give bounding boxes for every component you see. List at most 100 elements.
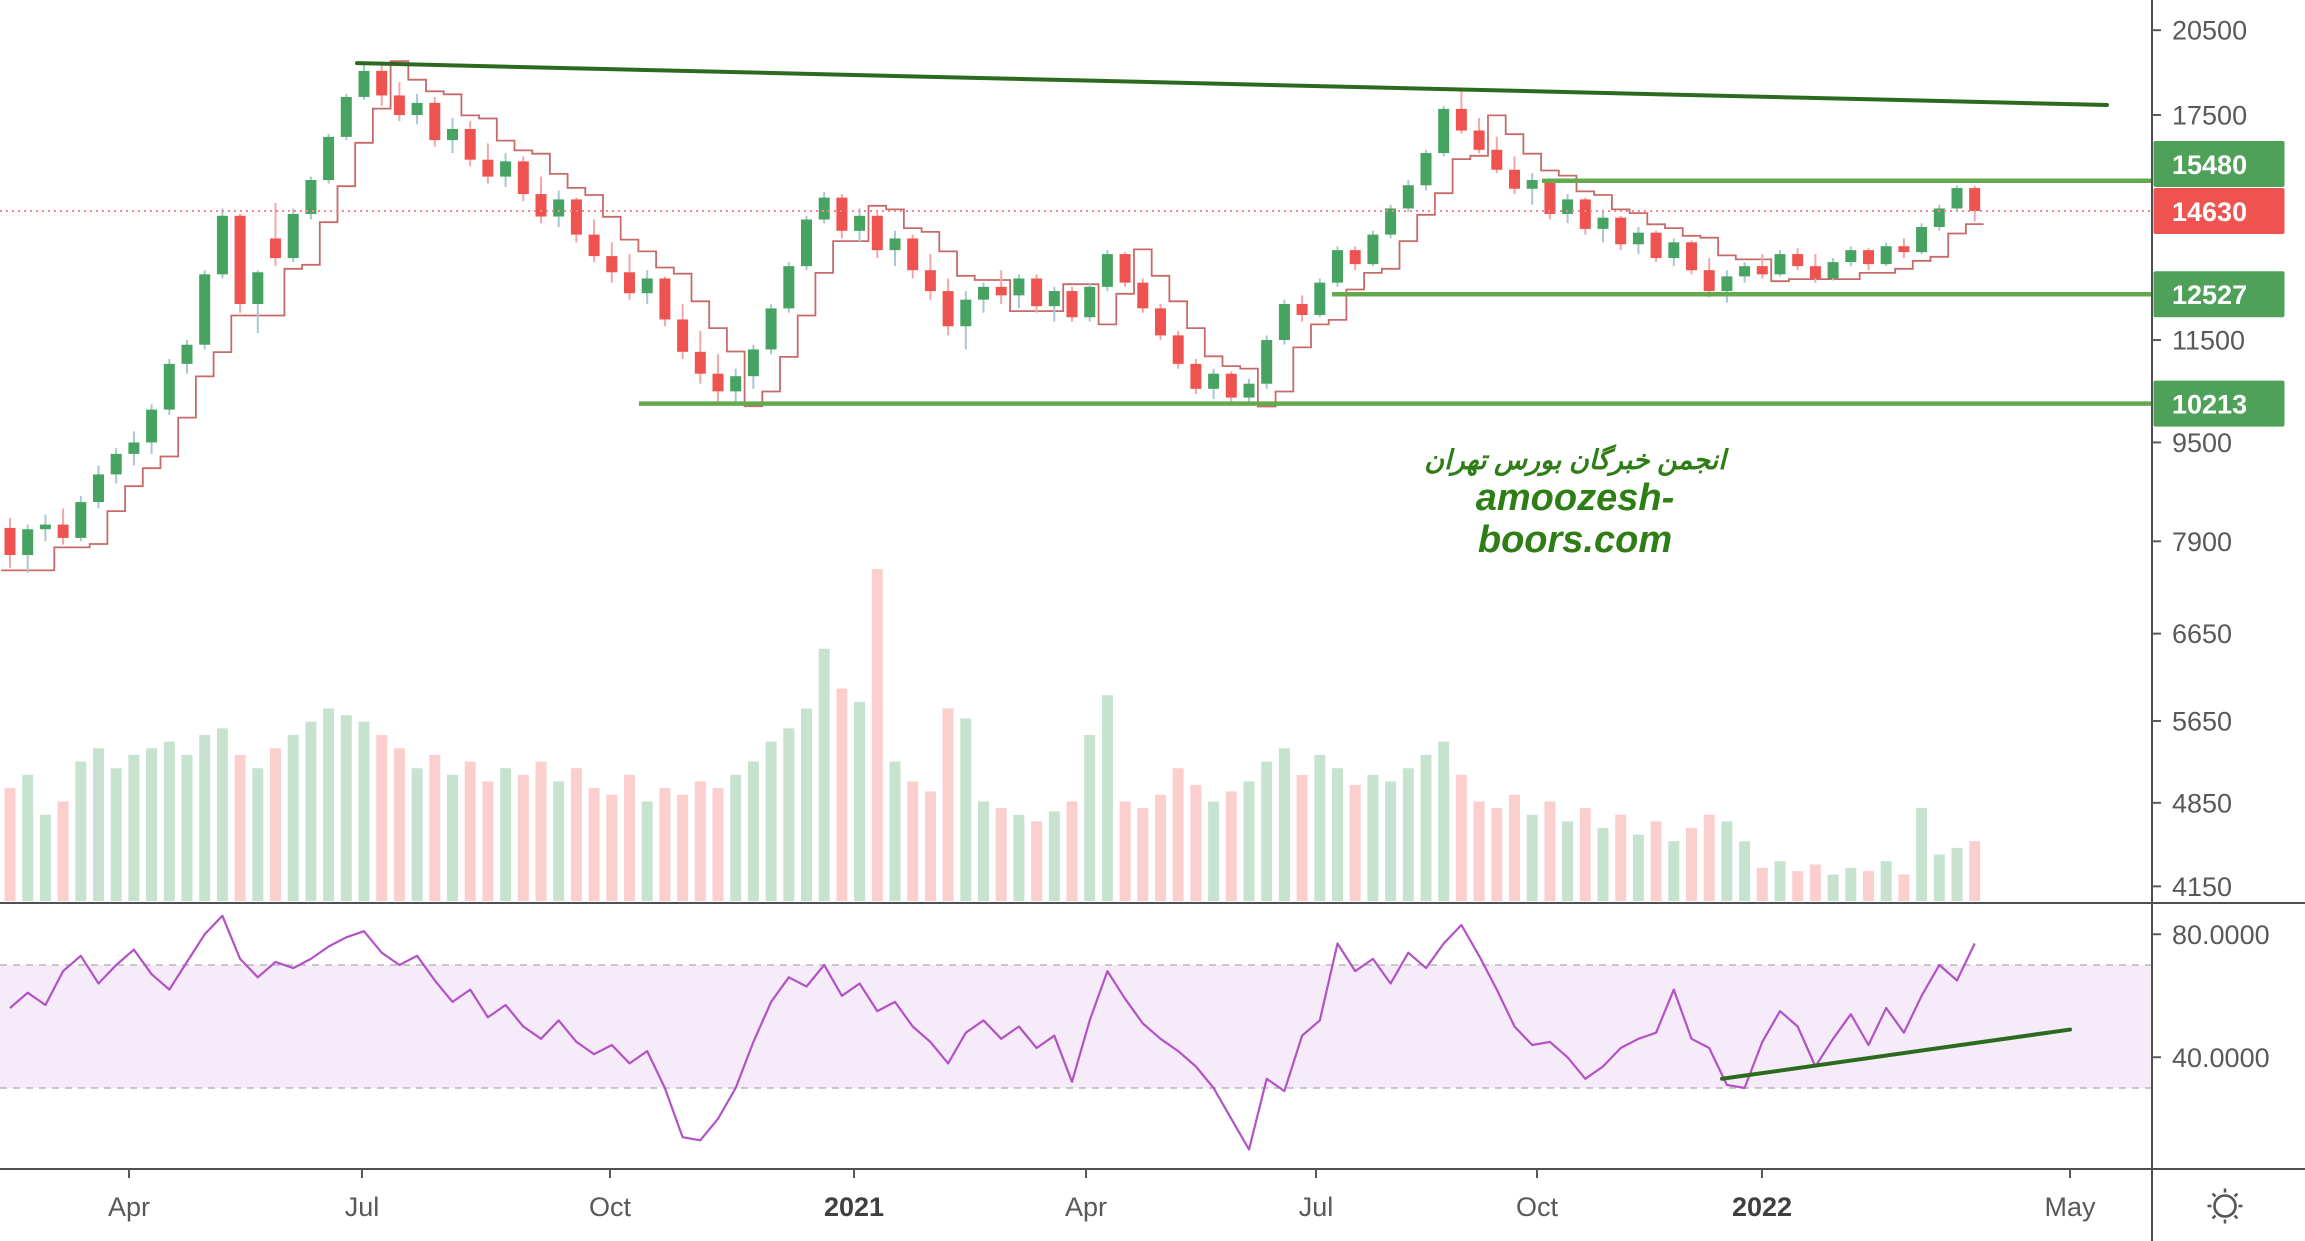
candle-body <box>1137 282 1149 309</box>
candle-body <box>588 234 600 257</box>
candle-body <box>694 351 706 374</box>
level-price-label <box>2153 141 2285 187</box>
axis-settings-gear-button[interactable] <box>2199 1180 2251 1232</box>
rsi-indicator-pane <box>0 914 2152 1151</box>
volume-bar <box>747 761 759 901</box>
level-price-label <box>2153 271 2285 318</box>
volume-bar <box>1031 821 1043 901</box>
volume-bar <box>216 728 228 901</box>
volume-bar <box>500 768 512 901</box>
volume-bar <box>1739 841 1751 901</box>
candle-body <box>1792 254 1804 267</box>
time-axis-label[interactable]: Oct <box>1516 1192 1559 1222</box>
price-label-text: 12527 <box>2172 280 2247 310</box>
volume-bar <box>942 708 954 901</box>
candle-body <box>606 256 618 273</box>
volume-bar <box>1491 808 1503 901</box>
time-axis-label[interactable]: May <box>2044 1192 2096 1222</box>
volume-bar <box>146 748 158 901</box>
volume-bar <box>234 754 246 901</box>
candle-body <box>1668 242 1680 259</box>
candle-body <box>1951 188 1963 209</box>
volume-bar <box>694 781 706 901</box>
volume-bar <box>287 735 299 901</box>
volume-bar <box>1296 774 1308 901</box>
candle-body <box>1756 266 1768 275</box>
candle-body <box>1544 180 1556 214</box>
candle-body <box>393 95 405 115</box>
volume-bar <box>1597 827 1609 901</box>
candle-body <box>1208 373 1220 389</box>
rsi-ascending-trendline[interactable] <box>1720 1027 2072 1081</box>
volume-bar <box>1367 774 1379 901</box>
candles <box>4 61 1981 573</box>
volume-bar <box>1402 768 1414 901</box>
candle-body <box>517 161 529 195</box>
volume-bar <box>22 774 34 901</box>
volume-bar <box>1048 811 1060 901</box>
volume-bar <box>1013 814 1025 901</box>
volume-bar <box>1066 801 1078 901</box>
volume-bar <box>1349 784 1361 901</box>
candle-body <box>1774 254 1786 275</box>
candle-body <box>801 219 812 267</box>
time-axis-label[interactable]: Jul <box>1299 1192 1334 1222</box>
volume-bar <box>4 788 16 901</box>
candle-body <box>1367 234 1379 265</box>
candle-body <box>1615 217 1627 245</box>
volume-bar <box>1385 781 1397 901</box>
candle-body <box>783 266 795 309</box>
candle-body <box>305 180 317 214</box>
descending-trendline[interactable] <box>355 61 2109 107</box>
volume-bar <box>624 774 635 901</box>
volume-bar <box>1650 821 1662 901</box>
candle-body <box>1438 108 1450 154</box>
volume-bar <box>765 741 777 901</box>
volume-bar <box>1119 801 1131 901</box>
volume-bar <box>1721 821 1733 901</box>
time-axis-label[interactable]: Oct <box>589 1192 632 1222</box>
candle-body <box>323 136 335 181</box>
candle-body <box>535 194 547 217</box>
candle-body <box>1420 153 1432 186</box>
volume-bar <box>535 761 547 901</box>
time-axis-label[interactable]: Apr <box>1065 1192 1107 1222</box>
volume-bar <box>1455 774 1467 901</box>
time-axis-label[interactable]: 2021 <box>824 1192 884 1222</box>
price-tick-label: 4150 <box>2172 872 2232 902</box>
volume-bar <box>1314 754 1326 901</box>
candle-body <box>659 278 671 320</box>
volume-bar <box>1898 874 1910 901</box>
candle-body <box>1526 180 1538 189</box>
candle-body <box>836 197 848 231</box>
candle-body <box>889 238 901 251</box>
volume-bar <box>252 768 264 901</box>
time-axis-label[interactable]: Apr <box>108 1192 150 1222</box>
volume-bar <box>570 768 582 901</box>
volume-bar <box>1933 854 1945 901</box>
candle-body <box>146 409 158 443</box>
volume-bar <box>517 774 529 901</box>
price-axis[interactable] <box>2153 0 2305 1168</box>
price-tick-label: 4850 <box>2172 788 2232 818</box>
candle-body <box>75 502 87 538</box>
candle-body <box>677 319 689 352</box>
candle-body <box>270 238 281 259</box>
time-axis[interactable] <box>0 1170 2150 1241</box>
candle-body <box>1898 246 1910 253</box>
volume-bar <box>429 754 441 901</box>
candle-body <box>376 70 388 96</box>
volume-bar <box>1137 808 1149 901</box>
volume-bar <box>641 801 653 901</box>
candle-body <box>1597 217 1609 229</box>
candle-body <box>1933 208 1945 228</box>
candle-body <box>1721 276 1733 292</box>
candle-body <box>110 453 122 475</box>
candle-body <box>1314 282 1326 316</box>
time-axis-label[interactable]: 2022 <box>1732 1192 1792 1222</box>
rsi-tick-label: 80.0000 <box>2172 920 2270 950</box>
volume-bar <box>1951 847 1963 901</box>
time-axis-label[interactable]: Jul <box>345 1192 380 1222</box>
